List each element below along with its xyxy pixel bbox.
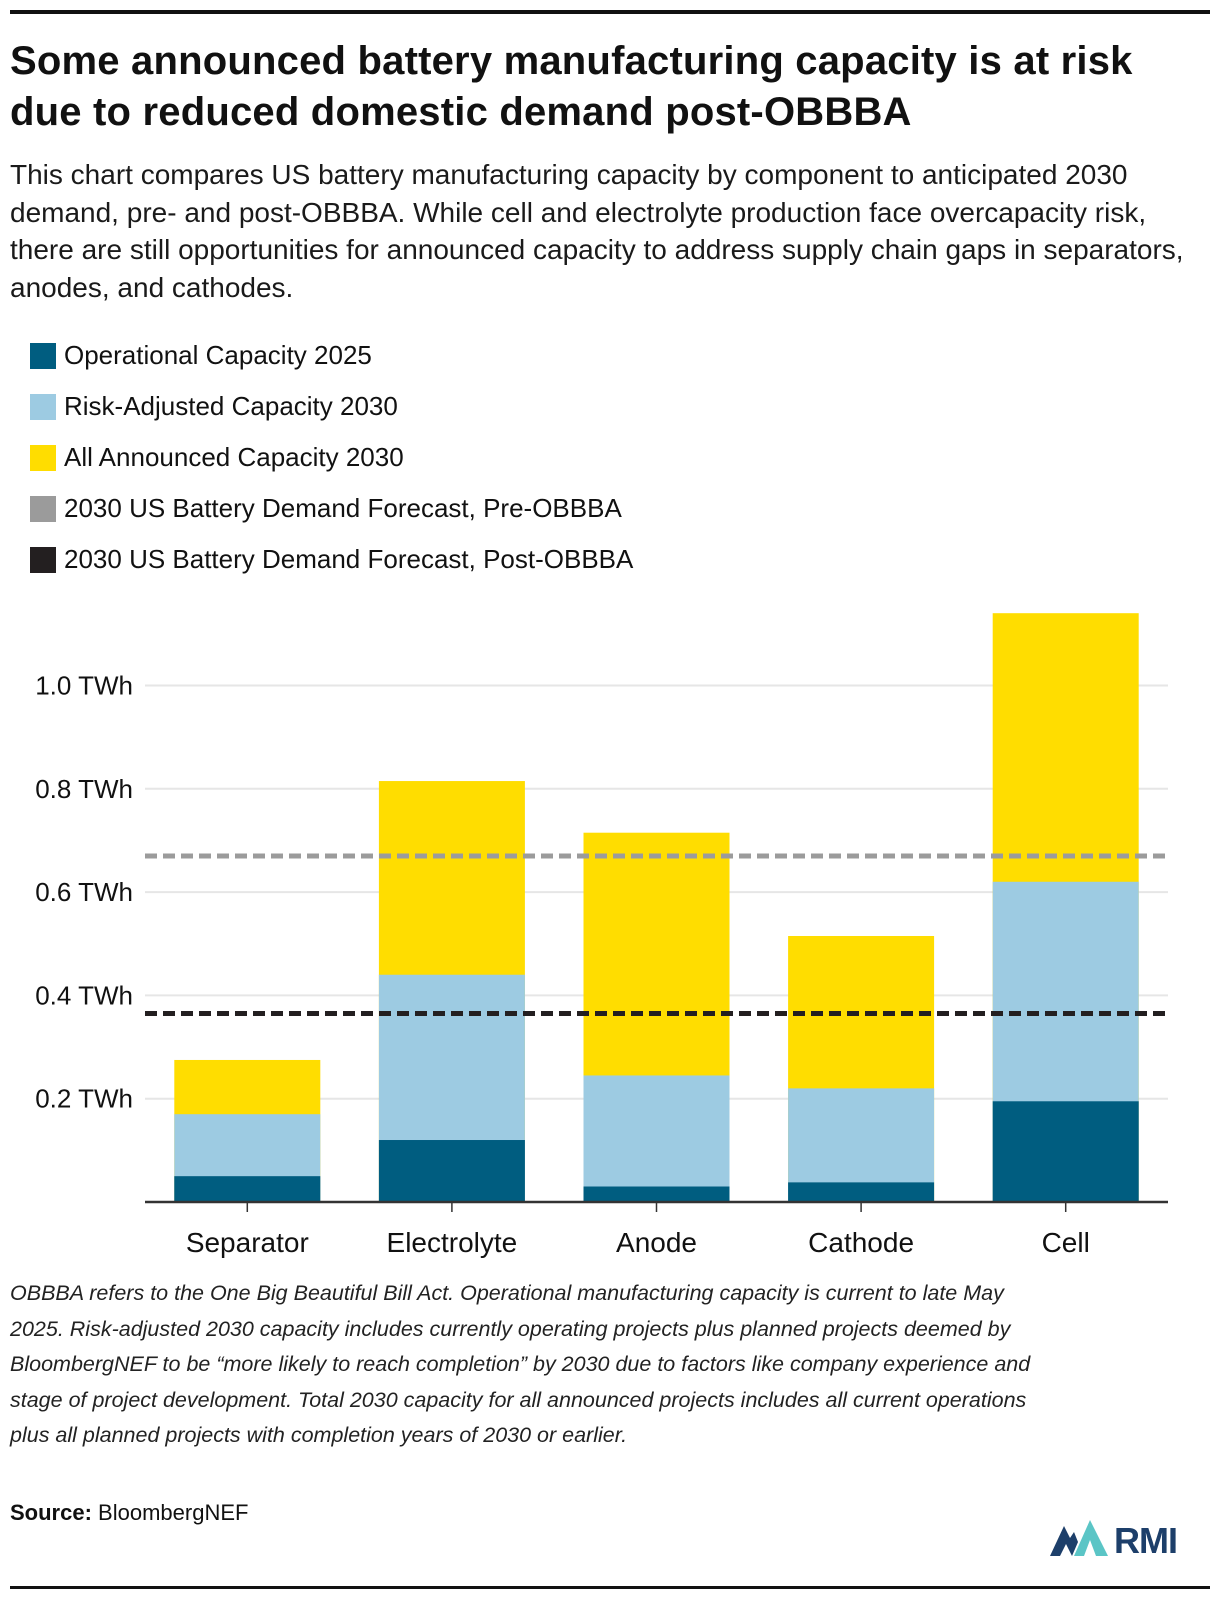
rmi-logo: RMI [1050,1520,1178,1561]
y-tick-label: 0.2 TWh [35,1084,133,1114]
legend-swatch [30,393,56,420]
x-axis: Separator Electrolyte Anode Cathode Cell [145,1200,1168,1258]
bottom-rule [10,1586,1210,1589]
mountain-icon [1050,1520,1108,1556]
bar-cathode-0 [788,1182,935,1202]
bars [174,613,1139,1202]
bar-electrolyte-0 [378,1140,525,1202]
legend-swatch [30,342,56,369]
top-rule [10,10,1210,14]
x-tick-label: Anode [616,1227,697,1258]
x-tick-label: Cathode [808,1227,914,1258]
legend-label: 2030 US Battery Demand Forecast, Pre-OBB… [64,493,622,523]
legend-item-pre-obbba: 2030 US Battery Demand Forecast, Pre-OBB… [30,483,633,534]
bar-separator-0 [174,1176,321,1202]
source-label: Source: [10,1500,92,1525]
legend-label: Risk-Adjusted Capacity 2030 [64,391,398,421]
legend: Operational Capacity 2025 Risk-Adjusted … [30,330,633,585]
bar-anode-0 [583,1186,730,1202]
source-line: Source: BloombergNEF [10,1500,248,1526]
reference-lines [145,853,1168,1016]
legend-label: All Announced Capacity 2030 [64,442,404,472]
legend-label: Operational Capacity 2025 [64,340,372,370]
chart-title: Some announced battery manufacturing cap… [10,39,1133,134]
logo-text: RMI [1114,1520,1178,1561]
legend-item-risk-adjusted: Risk-Adjusted Capacity 2030 [30,381,633,432]
x-tick-label: Electrolyte [387,1227,518,1258]
y-tick-label: 1.0 TWh [35,671,133,701]
x-tick-label: Separator [186,1227,309,1258]
legend-item-post-obbba: 2030 US Battery Demand Forecast, Post-OB… [30,534,633,585]
y-tick-label: 0.4 TWh [35,980,133,1010]
y-tick-label: 0.8 TWh [35,774,133,804]
legend-swatch [30,495,56,522]
legend-swatch [30,546,56,573]
legend-label: 2030 US Battery Demand Forecast, Post-OB… [64,544,634,574]
legend-swatch [30,444,56,471]
y-axis-ticks: 0.2 TWh 0.4 TWh 0.6 TWh 0.8 TWh 1.0 TWh [35,671,133,1114]
chart-subtitle: This chart compares US battery manufactu… [10,159,1184,303]
footnote: OBBBA refers to the One Big Beautiful Bi… [10,1281,1031,1447]
y-tick-label: 0.6 TWh [35,877,133,907]
bar-chart: 0.2 TWh 0.4 TWh 0.6 TWh 0.8 TWh 1.0 TWh Sepa… [35,613,1168,1258]
legend-item-all-announced: All Announced Capacity 2030 [30,432,633,483]
source-value: BloombergNEF [98,1500,249,1525]
legend-item-operational: Operational Capacity 2025 [30,330,633,381]
bar-cell-0 [992,1101,1139,1202]
bar-anode-1 [583,1075,730,1202]
x-tick-label: Cell [1042,1227,1090,1258]
